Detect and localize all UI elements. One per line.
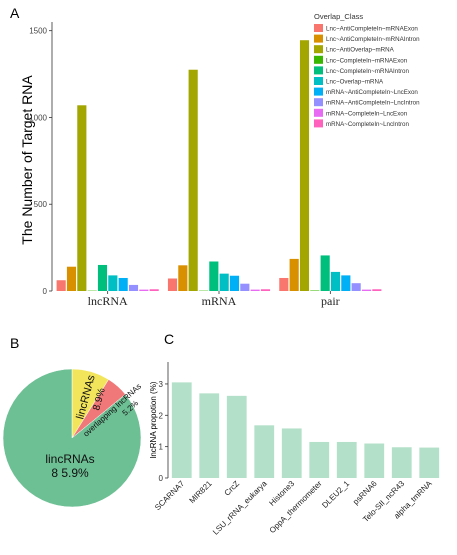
chart-a-legend-label-4: Lnc~CompleteIn~mRNAExon [326,57,408,64]
chart-c-y-tick-label: 2 [159,411,164,420]
chart-a-x-tick-label-pair: pair [321,294,340,308]
chart-c-bar-alpha-tmrna [419,448,439,478]
chart-a-legend-swatch-5 [314,66,323,74]
chart-a-y-tick-label: 1500 [29,27,47,36]
chart-a-legend: Overlap_Class Lnc~AntiCompleteIn~mRNAExo… [314,12,420,128]
chart-a-legend-label-8: mRNA~AntiCompleteIn~LncIntron [326,100,420,107]
chart-c-bar-scarna7 [172,382,192,478]
chart-a-legend-swatch-9 [314,109,323,117]
chart-c-y-tick-label: 0 [159,474,164,483]
chart-a-legend-title: Overlap_Class [314,12,363,21]
chart-a-legend-label-2: Lnc~AntiCompleteIn~mRNAIntron [326,36,420,43]
chart-c-bar-psrna6 [364,444,384,478]
chart-a-x-ticks: lncRNA mRNA pair [88,291,340,308]
panel-label-b: B [10,335,19,351]
chart-a-y-tick-label: 0 [43,287,48,296]
chart-a-bar-pair-4 [310,290,319,291]
chart-a-bar-lncrna-2 [67,267,76,291]
chart-a-legend-swatch-10 [314,119,323,127]
chart-a-bar-lncrna-6 [108,275,117,291]
chart-a-legend-label-10: mRNA~CompleteIn~LncIntron [326,121,409,128]
chart-c-bar-crcz [227,396,247,478]
chart-c-y-axis: 0 1 2 3 [159,362,168,483]
chart-b-lncrna-pie: lincRNAs 8 5.9% lincRNAs 8.9% overlappin… [3,369,143,507]
chart-c-bars [172,382,439,478]
chart-a-bar-pair-7 [341,275,350,291]
chart-a-bar-pair-3 [300,40,309,291]
chart-a-legend-swatch-8 [314,98,323,106]
chart-c-bar-dleu2-1 [337,442,357,478]
chart-a-bar-mrna-7 [230,276,239,291]
chart-a-bar-pair-2 [290,259,299,291]
chart-a-bar-mrna-6 [220,274,229,291]
chart-a-legend-swatch-1 [314,24,323,32]
chart-c-bar-histone3 [282,428,302,478]
chart-a-y-tick-label: 500 [34,200,48,209]
chart-a-bar-pair-9 [362,290,371,291]
chart-a-bar-pair-8 [352,283,361,291]
chart-a-legend-label-7: mRNA~AntiCompleteIn~LncExon [326,89,418,96]
panel-label-c: C [164,331,174,347]
chart-a-bar-mrna-5 [209,261,218,291]
chart-a-bar-lncrna-8 [129,285,138,291]
chart-a-bar-pair-6 [331,272,340,291]
chart-c-y-tick-label: 3 [159,380,164,389]
pie-slice-value-lincrna-main: 8 5.9% [51,466,89,480]
chart-a-target-rna-counts: The Number of Target RNA 0 500 1000 1500 ln… [19,12,420,308]
chart-a-legend-label-9: mRNA~CompleteIn~LncExon [326,110,408,117]
chart-c-bar-mir821 [199,393,219,478]
chart-a-bar-mrna-8 [240,284,249,291]
chart-a-bar-lncrna-7 [119,278,128,291]
chart-a-x-tick-label-lncrna: lncRNA [88,294,128,308]
chart-a-bar-mrna-1 [168,279,177,291]
chart-a-bar-lncrna-5 [98,265,107,291]
chart-a-legend-label-5: Lnc~CompleteIn~mRNAIntron [326,68,409,75]
panel-label-a: A [10,5,20,21]
chart-a-y-tick-label: 1000 [29,113,47,122]
chart-c-bar-lsu-rrna-eukarya [254,425,274,478]
chart-a-legend-swatch-6 [314,77,323,85]
chart-c-ylabel: lncRNA propotion (%) [149,381,158,458]
chart-a-ylabel: The Number of Target RNA [19,75,35,245]
chart-a-legend-swatch-7 [314,88,323,96]
chart-b-slices [3,369,141,507]
chart-a-bar-mrna-9 [251,290,260,291]
chart-c-bar-oppa-thermometer [309,442,329,478]
chart-a-bar-lncrna-9 [139,290,148,291]
chart-c-bar-telo-sii-ncr43 [392,447,412,478]
pie-slice-label-lincrna-main: lincRNAs [45,452,94,466]
chart-c-x-tick-label-mir821: MIR821 [187,479,214,506]
chart-a-legend-label-1: Lnc~AntiCompleteIn~mRNAExon [326,26,418,33]
chart-a-legend-swatch-2 [314,35,323,43]
chart-a-x-tick-label-mrna: mRNA [202,294,237,308]
chart-a-bar-mrna-10 [261,289,270,291]
chart-a-bar-lncrna-10 [150,289,159,291]
chart-c-x-tick-label-crcz: CrcZ [223,479,242,498]
chart-c-y-tick-label: 1 [159,443,164,452]
chart-a-bar-mrna-3 [189,70,198,291]
chart-a-legend-swatch-4 [314,56,323,64]
chart-c-x-tick-label-psrna6: psRNA6 [351,479,379,507]
chart-a-legend-label-6: Lnc~Overlap~mRNA [326,79,384,86]
chart-c-x-tick-label-oppa-thermometer: OppA_thermometer [268,479,324,535]
chart-a-bar-pair-10 [372,289,381,291]
chart-c-x-tick-label-lsu-rrna-eukarya: LSU_rRNA_eukarya [211,479,269,537]
chart-a-bar-pair-5 [321,255,330,291]
chart-c-x-tick-label-dleu2-1: DLEU2_1 [320,479,351,510]
chart-a-bar-lncrna-3 [77,105,86,291]
chart-a-bar-mrna-2 [178,265,187,291]
chart-c-x-tick-label-scarna7: SCARNA7 [153,479,186,512]
chart-a-bar-lncrna-1 [57,280,66,291]
chart-a-legend-swatch-3 [314,45,323,53]
chart-a-legend-label-3: Lnc~AntiOverlap~mRNA [326,47,395,54]
chart-a-bar-pair-1 [279,278,288,291]
